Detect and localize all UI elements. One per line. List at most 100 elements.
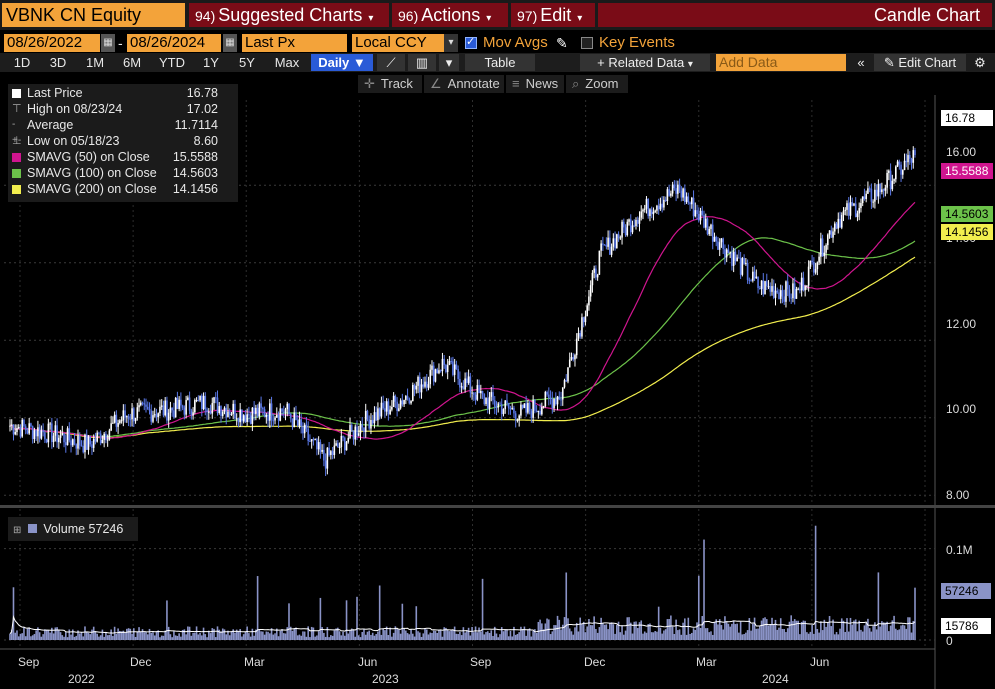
volume-bar bbox=[708, 632, 711, 640]
volume-bar bbox=[124, 632, 126, 640]
volume-bars bbox=[9, 525, 916, 640]
candle-body bbox=[649, 209, 651, 217]
edit-menu[interactable]: 97) Edit ▾ bbox=[511, 3, 595, 27]
candle-body bbox=[853, 203, 855, 206]
candle-body bbox=[160, 405, 163, 407]
period-5y[interactable]: 5Y bbox=[239, 55, 255, 70]
expand-icon[interactable]: ⊞ bbox=[13, 525, 22, 536]
volume-bar bbox=[863, 625, 866, 640]
candle-body bbox=[181, 405, 184, 408]
volume-bar bbox=[642, 633, 644, 640]
period-1m[interactable]: 1M bbox=[85, 55, 105, 70]
sma50-line bbox=[9, 201, 916, 440]
volume-bar bbox=[342, 631, 344, 640]
currency-dropdown-icon[interactable]: ▾ bbox=[444, 34, 458, 52]
volume-bar bbox=[469, 635, 472, 640]
volume-bar bbox=[375, 633, 377, 640]
news-tool[interactable]: ≡ News bbox=[506, 75, 564, 93]
volume-bar bbox=[453, 626, 456, 640]
volume-bar bbox=[115, 634, 118, 640]
volume-bar bbox=[438, 629, 440, 640]
y-tick-label: 10.00 bbox=[946, 402, 977, 416]
candle-body bbox=[260, 403, 262, 408]
volume-bar bbox=[61, 635, 64, 640]
table-button[interactable]: Table bbox=[465, 54, 535, 71]
add-data-input[interactable]: Add Data bbox=[716, 54, 846, 71]
volume-bar bbox=[331, 635, 334, 640]
candle-body bbox=[169, 407, 172, 413]
currency-select[interactable]: Local CCY bbox=[352, 34, 444, 52]
price-field-select[interactable]: Last Px bbox=[242, 34, 347, 52]
candle-body bbox=[321, 449, 323, 452]
suggested-charts-menu[interactable]: 94) Suggested Charts ▾ bbox=[189, 3, 389, 27]
candle-body bbox=[631, 225, 634, 233]
period-max[interactable]: Max bbox=[274, 55, 300, 70]
collapse-icon[interactable]: « bbox=[850, 54, 872, 71]
frequency-select[interactable]: Daily ▼ bbox=[311, 54, 373, 71]
volume-bar bbox=[654, 631, 656, 640]
volume-bar bbox=[849, 617, 852, 640]
bar-chart-icon[interactable]: ▥ bbox=[408, 54, 436, 71]
track-tool[interactable]: ✛ Track bbox=[358, 75, 422, 93]
volume-bar bbox=[58, 629, 60, 640]
volume-bar bbox=[462, 627, 465, 640]
candle-body bbox=[19, 427, 22, 437]
period-3d[interactable]: 3D bbox=[49, 55, 67, 70]
volume-bar bbox=[101, 629, 104, 640]
candle-body bbox=[262, 407, 264, 410]
volume-bar bbox=[31, 635, 34, 640]
volume-bar bbox=[410, 629, 412, 640]
ticker-field[interactable]: VBNK CN Equity bbox=[2, 3, 185, 27]
volume-bar bbox=[94, 630, 97, 640]
volume-bar bbox=[441, 636, 444, 640]
actions-menu[interactable]: 96) Actions ▾ bbox=[392, 3, 508, 27]
candle-body bbox=[466, 378, 468, 383]
edit-chart-button[interactable]: ✎ Edit Chart bbox=[874, 54, 966, 71]
line-chart-icon[interactable]: ⟋ bbox=[377, 54, 405, 71]
candle-body bbox=[778, 292, 780, 299]
candle-body bbox=[523, 403, 526, 408]
volume-bar bbox=[856, 631, 859, 640]
volume-bar bbox=[694, 629, 697, 640]
volume-bar bbox=[755, 628, 758, 640]
end-date-field[interactable]: 08/26/2024 bbox=[127, 34, 221, 52]
annotate-tool[interactable]: ∠ Annotate bbox=[424, 75, 504, 93]
y-tick-label: 16.00 bbox=[946, 145, 977, 159]
volume-bar bbox=[480, 631, 482, 640]
period-1y[interactable]: 1Y bbox=[203, 55, 219, 70]
candle-body bbox=[500, 403, 503, 415]
legend-name: SMAVG (50) on Close bbox=[27, 150, 150, 164]
candle-body bbox=[155, 414, 158, 418]
chart-style-dropdown-icon[interactable]: ▾ bbox=[439, 54, 459, 71]
mov-avgs-checkbox[interactable] bbox=[465, 35, 477, 49]
period-ytd[interactable]: YTD bbox=[159, 55, 185, 70]
gear-icon[interactable]: ⚙ bbox=[968, 54, 992, 71]
candle-body bbox=[98, 432, 100, 434]
candle-body bbox=[403, 399, 405, 405]
candle-body bbox=[436, 369, 439, 374]
volume-bar bbox=[47, 630, 50, 640]
candle-body bbox=[148, 408, 151, 411]
mov-avgs-label[interactable]: Mov Avgs bbox=[483, 34, 548, 51]
related-data-button[interactable]: + Related Data ▾ bbox=[580, 54, 710, 71]
pencil-icon[interactable]: ✎ bbox=[556, 35, 568, 51]
period-6m[interactable]: 6M bbox=[122, 55, 142, 70]
key-events-checkbox[interactable] bbox=[581, 37, 593, 49]
calendar-icon[interactable]: ▦ bbox=[101, 34, 115, 52]
candle-body bbox=[671, 184, 674, 194]
calendar-icon[interactable]: ▦ bbox=[223, 34, 237, 52]
volume-bar bbox=[854, 619, 857, 640]
start-date-field[interactable]: 08/26/2022 bbox=[4, 34, 100, 52]
volume-bar bbox=[75, 635, 78, 640]
candle-body bbox=[617, 234, 620, 238]
candle-body bbox=[652, 211, 655, 215]
candle-body bbox=[349, 425, 351, 438]
volume-bar bbox=[460, 635, 463, 640]
last-volume-label: 57246 bbox=[941, 583, 991, 599]
volume-bar bbox=[795, 620, 798, 640]
volume-bar bbox=[786, 628, 789, 640]
volume-bar bbox=[656, 631, 658, 640]
zoom-tool[interactable]: ⌕ Zoom bbox=[566, 75, 628, 93]
key-events-label[interactable]: Key Events bbox=[599, 34, 675, 51]
period-1d[interactable]: 1D bbox=[13, 55, 31, 70]
